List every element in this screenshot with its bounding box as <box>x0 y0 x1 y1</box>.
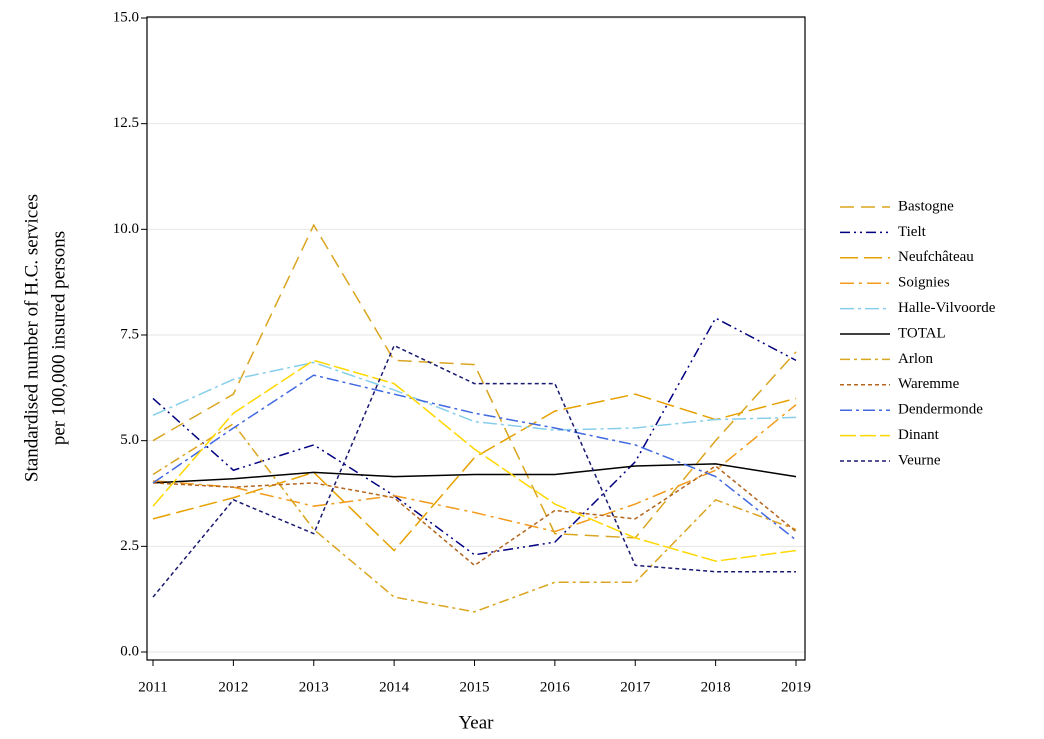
legend-label: Waremme <box>898 376 960 392</box>
x-tick-label: 2019 <box>781 679 811 695</box>
x-tick-label: 2018 <box>701 679 731 695</box>
y-tick-label: 7.5 <box>120 326 139 342</box>
series-line <box>152 317 797 556</box>
series-line <box>152 361 797 431</box>
y-axis-label: per 100,000 insured persons <box>48 231 69 445</box>
x-tick-label: 2015 <box>460 679 490 695</box>
legend-label: Veurne <box>898 452 941 468</box>
y-tick-label: 5.0 <box>120 432 139 448</box>
series-line <box>152 422 797 613</box>
x-tick-label: 2013 <box>299 679 329 695</box>
legend-label: Halle-Vilvoorde <box>898 300 996 316</box>
legend-label: Arlon <box>898 351 933 367</box>
series-line <box>152 465 797 567</box>
y-tick-label: 0.0 <box>120 643 139 659</box>
series-line <box>152 359 797 562</box>
legend-label: Soignies <box>898 275 950 291</box>
legend-label: TOTAL <box>898 325 946 341</box>
x-axis-label: Year <box>458 712 494 733</box>
x-tick-label: 2017 <box>620 679 651 695</box>
y-tick-label: 2.5 <box>120 538 139 554</box>
legend-label: Tielt <box>898 224 927 240</box>
legend-label: Dendermonde <box>898 402 983 418</box>
legend-label: Dinant <box>898 427 940 443</box>
series-line <box>152 374 797 541</box>
y-tick-label: 10.0 <box>113 221 139 237</box>
y-tick-label: 15.0 <box>113 9 139 25</box>
series-line <box>152 344 796 598</box>
legend-label: Bastogne <box>898 198 954 214</box>
series-line <box>152 463 797 484</box>
series-line <box>152 404 797 533</box>
series-line <box>152 223 797 539</box>
series-line <box>152 393 797 552</box>
y-tick-label: 12.5 <box>113 115 139 131</box>
plot-frame <box>146 16 806 661</box>
y-axis-label: Standardised number of H.C. services <box>21 194 42 482</box>
x-tick-label: 2011 <box>138 679 167 695</box>
x-tick-label: 2016 <box>540 679 571 695</box>
legend-label: Neufchâteau <box>898 249 974 265</box>
x-tick-label: 2014 <box>379 679 410 695</box>
x-tick-label: 2012 <box>218 679 248 695</box>
